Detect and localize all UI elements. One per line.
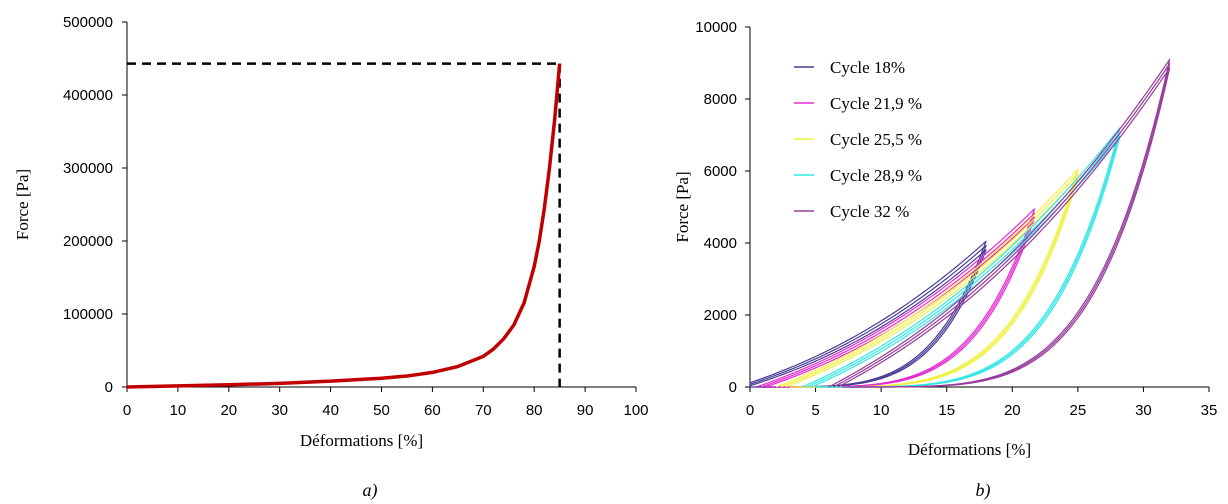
legend-label: Cycle 32 % xyxy=(830,202,909,221)
x-tick-label: 35 xyxy=(1201,402,1218,419)
hysteresis-loop xyxy=(756,208,1036,388)
x-tick-label: 20 xyxy=(1004,402,1021,419)
hysteresis-loop xyxy=(811,135,1121,388)
y-tick-label: 300000 xyxy=(63,160,113,177)
y-tick-label: 0 xyxy=(105,379,113,396)
hysteresis-loop xyxy=(749,249,987,388)
x-tick-label: 100 xyxy=(623,402,648,419)
x-tick-label: 70 xyxy=(475,402,492,419)
legend-label: Cycle 28,9 % xyxy=(830,166,922,185)
y-tick-label: 500000 xyxy=(63,14,113,31)
series-5-loops xyxy=(828,58,1171,388)
hysteresis-loop xyxy=(760,212,1036,388)
chart-caption: a) xyxy=(363,480,378,501)
x-axis-title: Déformations [%] xyxy=(300,431,423,450)
x-tick-label: 90 xyxy=(577,402,594,419)
x-tick-label: 10 xyxy=(170,402,187,419)
series-4-loops xyxy=(802,127,1121,388)
y-tick-label: 200000 xyxy=(63,233,113,250)
x-tick-label: 15 xyxy=(938,402,955,419)
hysteresis-loop xyxy=(780,172,1079,388)
y-axis-title: Force [Pa] xyxy=(673,171,692,242)
x-tick-label: 60 xyxy=(424,402,441,419)
y-tick-label: 10000 xyxy=(695,19,737,36)
x-tick-label: 25 xyxy=(1070,402,1087,419)
x-tick-label: 5 xyxy=(811,402,819,419)
x-tick-label: 20 xyxy=(220,402,237,419)
hysteresis-loop xyxy=(837,67,1171,388)
x-tick-label: 30 xyxy=(1135,402,1152,419)
y-tick-label: 100000 xyxy=(63,306,113,323)
x-tick-label: 50 xyxy=(373,402,390,419)
legend-label: Cycle 18% xyxy=(830,58,905,77)
hysteresis-loop xyxy=(765,216,1036,388)
x-axis-title: Déformations [%] xyxy=(908,440,1031,459)
x-tick-label: 0 xyxy=(123,402,131,419)
x-tick-label: 40 xyxy=(322,402,339,419)
legend-label: Cycle 25,5 % xyxy=(830,130,922,149)
x-tick-label: 0 xyxy=(746,402,754,419)
y-tick-label: 2000 xyxy=(704,307,737,324)
legend-label: Cycle 21,9 % xyxy=(830,94,922,113)
y-tick-label: 400000 xyxy=(63,87,113,104)
chart-caption: b) xyxy=(976,480,991,501)
x-tick-label: 10 xyxy=(873,402,890,419)
y-axis-title: Force [Pa] xyxy=(13,169,32,240)
x-tick-label: 30 xyxy=(271,402,288,419)
series-2-loops xyxy=(756,208,1036,388)
series-line xyxy=(126,63,562,389)
y-tick-label: 6000 xyxy=(704,163,737,180)
y-tick-label: 4000 xyxy=(704,235,737,252)
x-tick-label: 80 xyxy=(526,402,543,419)
y-tick-label: 0 xyxy=(729,379,737,396)
y-tick-label: 8000 xyxy=(704,91,737,108)
